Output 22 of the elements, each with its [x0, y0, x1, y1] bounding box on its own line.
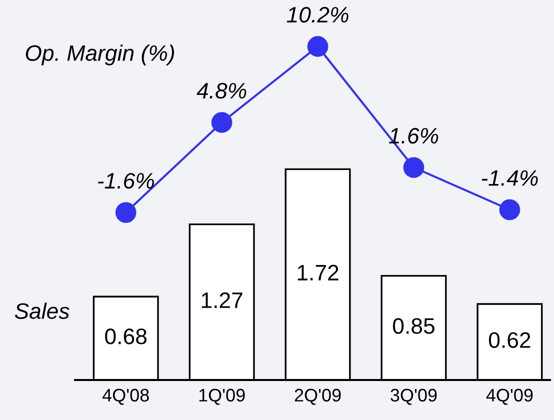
data-label: 0.62	[488, 332, 530, 348]
x-tick-label: 2Q'09	[294, 388, 341, 405]
data-label: -1.6%	[98, 172, 154, 189]
x-tick-label: 4Q'09	[486, 388, 533, 405]
point	[403, 157, 424, 178]
data-label: 10.2%	[286, 6, 348, 23]
data-label: 1.72	[298, 264, 338, 280]
point	[307, 36, 328, 57]
y2-axis-title: Op. Margin (%)	[26, 44, 174, 66]
x-tick-label: 4Q'08	[102, 388, 149, 405]
point	[211, 112, 232, 133]
x-tick-label: 1Q'09	[199, 388, 245, 405]
data-label: 4.8%	[196, 82, 246, 99]
x-tick-label: 3Q'09	[390, 388, 437, 405]
data-label: 1.6%	[388, 128, 438, 144]
point	[499, 199, 520, 220]
point	[115, 202, 136, 223]
data-label: 0.85	[392, 318, 434, 334]
data-label: 0.68	[105, 328, 147, 344]
y-axis-title: Sales	[14, 302, 70, 319]
data-label: 1.27	[202, 292, 242, 308]
data-label: -1.4%	[482, 170, 538, 186]
